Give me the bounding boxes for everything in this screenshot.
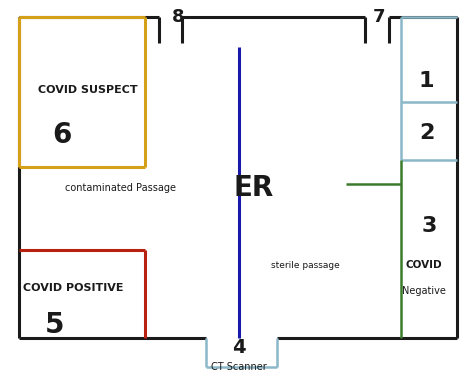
Text: 6: 6 [52,121,71,149]
Text: 7: 7 [373,8,385,26]
Text: CT Scanner: CT Scanner [211,362,267,371]
Text: ER: ER [234,174,273,202]
Text: COVID: COVID [406,260,443,270]
Text: Negative: Negative [402,287,446,296]
Text: 3: 3 [421,215,437,236]
Text: 1: 1 [419,71,434,91]
Text: 5: 5 [45,311,64,339]
Text: COVID POSITIVE: COVID POSITIVE [23,283,124,293]
Text: 4: 4 [233,338,246,357]
Text: contaminated Passage: contaminated Passage [65,183,176,193]
Text: 2: 2 [419,123,434,144]
Text: sterile passage: sterile passage [271,261,340,270]
Text: COVID SUSPECT: COVID SUSPECT [38,85,137,95]
Text: 8: 8 [172,8,184,26]
